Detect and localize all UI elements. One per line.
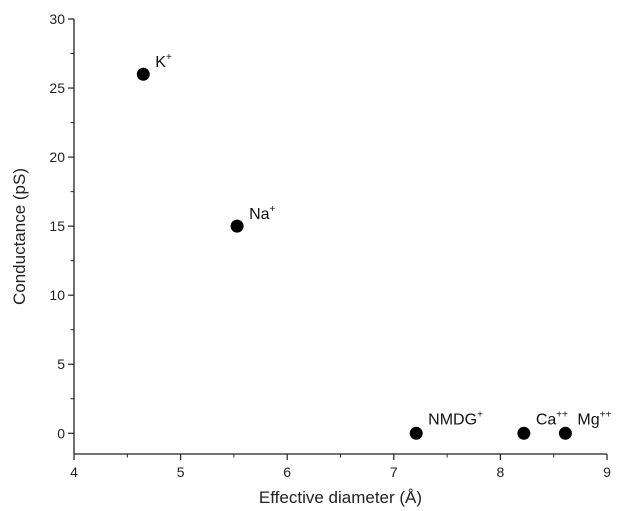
x-tick-label: 6 — [283, 464, 291, 480]
y-axis-title: Conductance (pS) — [10, 168, 29, 305]
point-label: Ca++ — [536, 409, 568, 428]
y-tick-label: 30 — [49, 11, 65, 27]
data-points: K+ Na+ NMDG+ Ca++ Mg++ — [136, 52, 612, 440]
point-label: Mg++ — [577, 409, 611, 428]
x-tick-label: 9 — [603, 464, 611, 480]
y-tick-label: 20 — [49, 149, 65, 165]
data-point — [230, 219, 244, 233]
point-label: K+ — [155, 52, 172, 71]
y-tick-label: 15 — [49, 218, 65, 234]
x-tick-label: 7 — [390, 464, 398, 480]
data-point — [517, 426, 531, 440]
point-label: NMDG+ — [428, 409, 483, 428]
data-point — [409, 426, 423, 440]
x-tick-label: 5 — [177, 464, 185, 480]
x-axis-title: Effective diameter (Å) — [259, 488, 422, 507]
data-point — [136, 67, 150, 81]
y-ticks: 0 5 10 15 20 25 30 — [49, 11, 74, 441]
x-ticks: 4 5 6 7 8 9 — [70, 454, 611, 480]
y-tick-label: 10 — [49, 287, 65, 303]
x-tick-label: 8 — [497, 464, 505, 480]
plot-frame — [73, 19, 607, 455]
y-tick-label: 5 — [57, 356, 65, 372]
data-point — [558, 426, 572, 440]
y-tick-label: 0 — [57, 425, 65, 441]
x-tick-label: 4 — [70, 464, 78, 480]
y-tick-label: 25 — [49, 80, 65, 96]
point-label: Na+ — [249, 204, 275, 223]
